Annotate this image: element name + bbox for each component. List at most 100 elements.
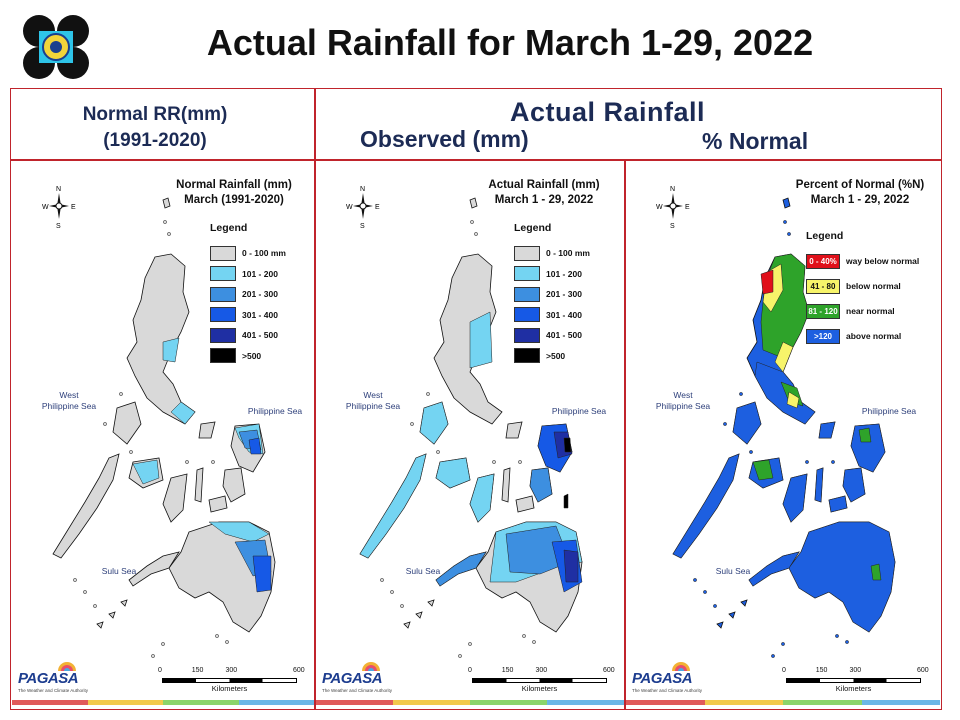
- percent-normal-header: % Normal: [702, 128, 809, 154]
- observed-rainfall-map: Actual Rainfall (mm) March 1 - 29, 2022 N S…: [316, 162, 624, 710]
- scale-unit: Kilometers: [521, 684, 558, 693]
- islet: [410, 422, 414, 426]
- island-sulu: [716, 599, 748, 629]
- islet: [215, 634, 219, 638]
- sea-label-east: Philippine Sea: [247, 406, 303, 416]
- rainfall-zone-4: [870, 563, 882, 581]
- bottom-stripe: [783, 700, 862, 705]
- pagasa-wordmark: PAGASA: [322, 670, 383, 687]
- legend-label: way below normal: [846, 256, 920, 266]
- actual-rainfall-header: Actual Rainfall: [510, 97, 706, 127]
- islet: [167, 232, 171, 236]
- islet: [73, 578, 77, 582]
- legend-item: 301 - 400: [514, 306, 582, 324]
- svg-text:N: N: [360, 186, 365, 193]
- island-cebu: [194, 467, 204, 503]
- divider: [10, 159, 942, 161]
- scale-tick-label: 300: [535, 667, 548, 674]
- normal-header-line2: (1991-2020): [103, 130, 207, 151]
- scale-tick-label: 600: [293, 667, 305, 674]
- sea-label-sulu: Sulu Sea: [101, 566, 137, 576]
- legend-title: Legend: [210, 222, 248, 234]
- svg-text:W: W: [656, 204, 663, 211]
- legend-label: 0 - 100 mm: [242, 248, 286, 258]
- legend-swatch: 41 - 80: [806, 278, 840, 294]
- legend-swatch: [210, 327, 236, 343]
- island-sulu: [96, 599, 128, 629]
- islet: [151, 654, 155, 658]
- sea-label-west: West Philippine Sea: [41, 390, 97, 411]
- dost-pagasa-logo: [22, 14, 90, 80]
- bottom-stripe: [316, 700, 393, 705]
- bottom-stripe: [163, 700, 239, 705]
- map-title: Actual Rainfall (mm) March 1 - 29, 2022: [474, 178, 614, 208]
- pagasa-logo: PAGASA The Weather and Climate Authority: [16, 658, 91, 694]
- islet: [532, 640, 536, 644]
- pagasa-tagline: The Weather and Climate Authority: [632, 688, 702, 693]
- legend-label: above normal: [846, 331, 902, 341]
- scale-bar-graphic: [162, 678, 297, 683]
- scale-bar: 0 150 300 600 Kilometers: [782, 667, 929, 697]
- scale-bar-graphic: [786, 678, 921, 683]
- islet: [713, 604, 717, 608]
- legend-label: near normal: [846, 306, 895, 316]
- bottom-stripe: [861, 700, 940, 705]
- legend-label: 0 - 100 mm: [546, 248, 590, 258]
- island-luzon: [126, 253, 196, 425]
- scale-tick-label: 0: [468, 667, 472, 674]
- islet: [831, 460, 835, 464]
- island-map: [52, 197, 276, 658]
- scale-unit: Kilometers: [835, 684, 872, 693]
- legend-swatch: [514, 245, 540, 261]
- scale-tick-label: 0: [158, 667, 162, 674]
- islet: [771, 654, 775, 658]
- island-leyte: [222, 467, 246, 503]
- islet: [739, 392, 743, 396]
- legend-swatch: [210, 307, 236, 322]
- island-map: [672, 197, 896, 658]
- islet: [468, 642, 472, 646]
- islet: [161, 642, 165, 646]
- compass-rose-icon: N S W E: [42, 184, 76, 228]
- islet: [380, 578, 384, 582]
- rainfall-zone-1: [435, 467, 571, 587]
- legend-title: Legend: [514, 222, 552, 234]
- legend-swatch: [514, 266, 540, 281]
- normal-rainfall-map: Normal Rainfall (mm) March (1991-2020) N S W…: [12, 162, 314, 710]
- legend-label: >500: [546, 350, 566, 361]
- islet: [781, 642, 785, 646]
- sea-label-east: Philippine Sea: [551, 406, 607, 416]
- islet: [703, 590, 707, 594]
- scale-bar: 0 150 300 600 Kilometers: [158, 667, 305, 697]
- normal-header-line1: Normal RR(mm): [82, 104, 228, 125]
- map-title: Normal Rainfall (mm) March (1991-2020): [164, 178, 304, 208]
- islet: [835, 634, 839, 638]
- map-title-line2: March (1991-2020): [184, 194, 284, 206]
- map-title-line1: Normal Rainfall (mm): [176, 179, 292, 191]
- scale-tick-label: 300: [849, 667, 862, 674]
- legend-swatch: 0 - 40%: [806, 253, 840, 269]
- islet: [390, 590, 394, 594]
- islet: [129, 450, 133, 454]
- legend-swatch: [210, 245, 236, 261]
- legend-swatch: [514, 307, 540, 322]
- legend-swatch: [514, 286, 540, 302]
- islet: [225, 640, 229, 644]
- island-batanes: [469, 197, 478, 209]
- pagasa-tagline: The Weather and Climate Authority: [322, 688, 392, 693]
- pagasa-wordmark: PAGASA: [18, 670, 79, 687]
- islet: [518, 460, 522, 464]
- islet: [119, 392, 123, 396]
- bottom-stripe: [87, 700, 163, 705]
- map-title-line1: Percent of Normal (%N): [795, 179, 925, 191]
- islet: [436, 450, 440, 454]
- sea-label-west: West Philippine Sea: [655, 390, 711, 411]
- scale-tick-label: 0: [782, 667, 786, 674]
- svg-text:W: W: [346, 204, 353, 211]
- legend-item: >500: [514, 347, 565, 365]
- legend-item: 201 - 300: [514, 285, 582, 303]
- island-mindoro: [112, 401, 142, 445]
- legend-item: 401 - 500: [514, 326, 582, 344]
- rainfall-overlay: [359, 311, 583, 593]
- legend-item: >500: [210, 347, 261, 365]
